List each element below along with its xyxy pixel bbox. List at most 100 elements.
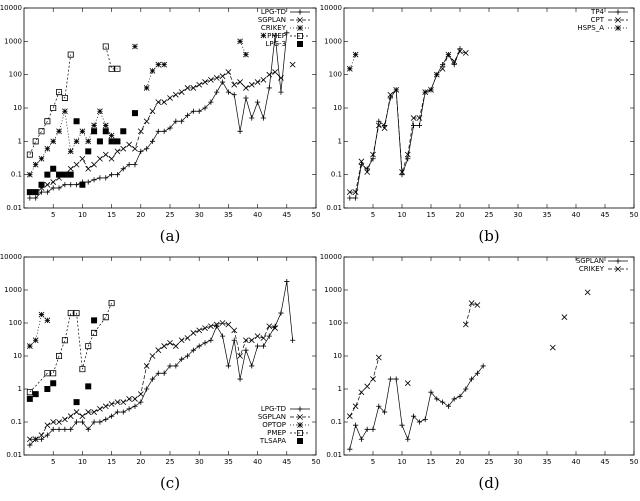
marker [297, 33, 303, 39]
marker [207, 323, 214, 330]
marker [32, 189, 39, 196]
x-tick-label: 45 [282, 458, 291, 466]
marker [225, 321, 232, 328]
marker [399, 422, 405, 428]
marker [114, 148, 121, 155]
marker [434, 396, 440, 402]
y-tick-label: 1000 [324, 37, 342, 45]
marker [346, 413, 353, 420]
marker [102, 43, 109, 50]
y-tick-label: 100 [329, 319, 342, 327]
marker [120, 166, 126, 172]
x-tick-label: 10 [398, 211, 407, 219]
marker [184, 353, 191, 359]
marker [167, 339, 173, 346]
y-tick-label: 10000 [0, 4, 22, 12]
marker [266, 85, 272, 91]
marker [56, 426, 62, 432]
marker [44, 386, 51, 392]
marker [411, 122, 417, 129]
marker [91, 317, 98, 324]
x-tick-label: 40 [572, 211, 581, 219]
marker [254, 333, 261, 340]
marker [85, 383, 92, 390]
marker [376, 118, 382, 124]
y-tick-label: 0.01 [6, 451, 22, 459]
marker [68, 182, 74, 188]
marker [172, 343, 179, 349]
y-tick-label: 0.1 [11, 171, 22, 179]
series-line [29, 46, 118, 155]
y-tick-label: 1 [338, 137, 342, 145]
marker [249, 363, 255, 369]
marker [91, 329, 98, 336]
series-line [29, 281, 293, 446]
marker [190, 347, 196, 353]
y-tick-label: 10 [13, 352, 22, 360]
y-tick-label: 1000 [324, 286, 342, 294]
x-tick-label: 15 [107, 458, 116, 466]
marker [422, 416, 428, 422]
marker [56, 89, 63, 96]
panel: 0.01 0.1 1 10 100 1000 10000 5 10 15 20 25 30 35 40 45 5… [320, 4, 639, 245]
marker [44, 118, 51, 125]
y-tick-label: 100 [9, 319, 22, 327]
marker [615, 17, 621, 23]
marker [248, 337, 255, 344]
marker [143, 85, 150, 91]
marker [358, 158, 365, 165]
marker [44, 189, 50, 195]
marker [108, 300, 115, 307]
marker [73, 118, 80, 125]
legend-label: SGPLAN [576, 257, 604, 265]
marker [131, 110, 138, 117]
marker [26, 171, 33, 178]
marker [237, 79, 243, 85]
marker [278, 310, 284, 316]
marker [346, 65, 353, 72]
marker [399, 169, 405, 175]
y-tick-label: 10 [13, 104, 22, 112]
marker [144, 146, 150, 152]
marker [161, 128, 167, 134]
marker [615, 258, 621, 264]
y-tick-label: 10000 [0, 253, 22, 261]
marker [79, 413, 86, 420]
marker [399, 172, 405, 178]
marker [451, 58, 458, 65]
marker [352, 51, 359, 58]
marker [225, 69, 232, 75]
marker [440, 399, 446, 405]
marker [457, 46, 463, 52]
marker [439, 65, 446, 72]
marker [213, 321, 220, 328]
marker [393, 86, 400, 93]
y-tick-label: 10 [333, 352, 342, 360]
x-tick-label: 10 [78, 211, 87, 219]
marker [297, 414, 303, 420]
marker [480, 363, 486, 369]
marker [161, 61, 168, 68]
marker [178, 337, 185, 344]
marker [297, 422, 303, 428]
marker [255, 99, 261, 105]
marker [73, 399, 80, 406]
marker [44, 317, 51, 324]
marker [375, 354, 382, 361]
x-tick-label: 20 [136, 458, 145, 466]
marker [405, 436, 411, 442]
marker [178, 89, 185, 95]
legend-label: HSPS_A [577, 24, 604, 32]
marker [114, 65, 121, 72]
marker [32, 436, 39, 443]
marker [225, 89, 231, 95]
marker [97, 419, 103, 425]
marker [79, 155, 86, 162]
marker [451, 396, 457, 402]
series-line [30, 35, 264, 174]
marker [290, 337, 296, 343]
marker [44, 171, 51, 178]
marker [196, 327, 203, 334]
series-line [29, 302, 112, 393]
marker [137, 391, 144, 397]
